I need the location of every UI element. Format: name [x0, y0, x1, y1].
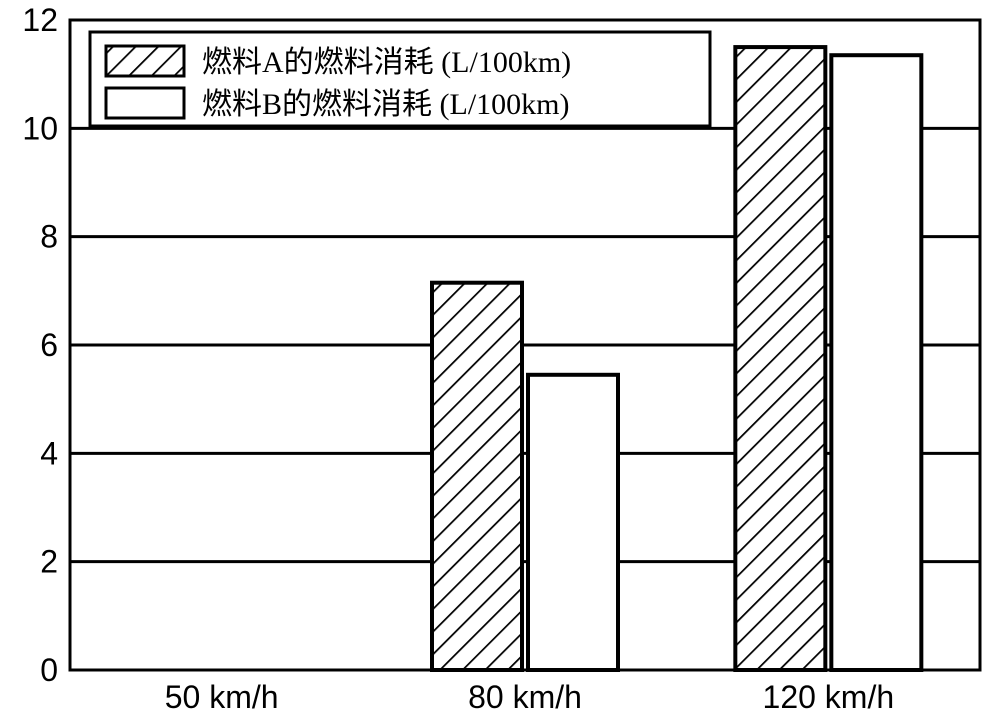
x-tick-label: 50 km/h — [165, 679, 279, 715]
x-tick-label: 80 km/h — [468, 679, 582, 715]
bar-A-2 — [735, 47, 825, 670]
y-tick-label: 6 — [40, 327, 58, 363]
bar-B-2 — [831, 55, 921, 670]
legend-label-A: 燃料A的燃料消耗 (L/100km) — [202, 46, 571, 79]
y-tick-label: 12 — [22, 2, 58, 38]
fuel-consumption-chart: 0 2 4 6 8 10 12 50 km/h 80 km/h 120 km/h 燃料A的燃料消耗 … — [0, 0, 1000, 728]
y-tick-label: 8 — [40, 219, 58, 255]
bar-A-1 — [432, 283, 522, 670]
chart-svg: 0 2 4 6 8 10 12 50 km/h 80 km/h 120 km/h 燃料A的燃料消耗 … — [0, 0, 1000, 728]
y-tick-label: 10 — [22, 110, 58, 146]
y-tick-label: 0 — [40, 652, 58, 688]
y-tick-label: 4 — [40, 435, 58, 471]
legend-swatch-B — [106, 88, 184, 118]
legend-label-B: 燃料B的燃料消耗 (L/100km) — [202, 88, 570, 121]
bar-B-1 — [528, 375, 618, 670]
y-tick-label: 2 — [40, 544, 58, 580]
legend-swatch-A — [106, 46, 184, 76]
x-tick-label: 120 km/h — [763, 679, 895, 715]
